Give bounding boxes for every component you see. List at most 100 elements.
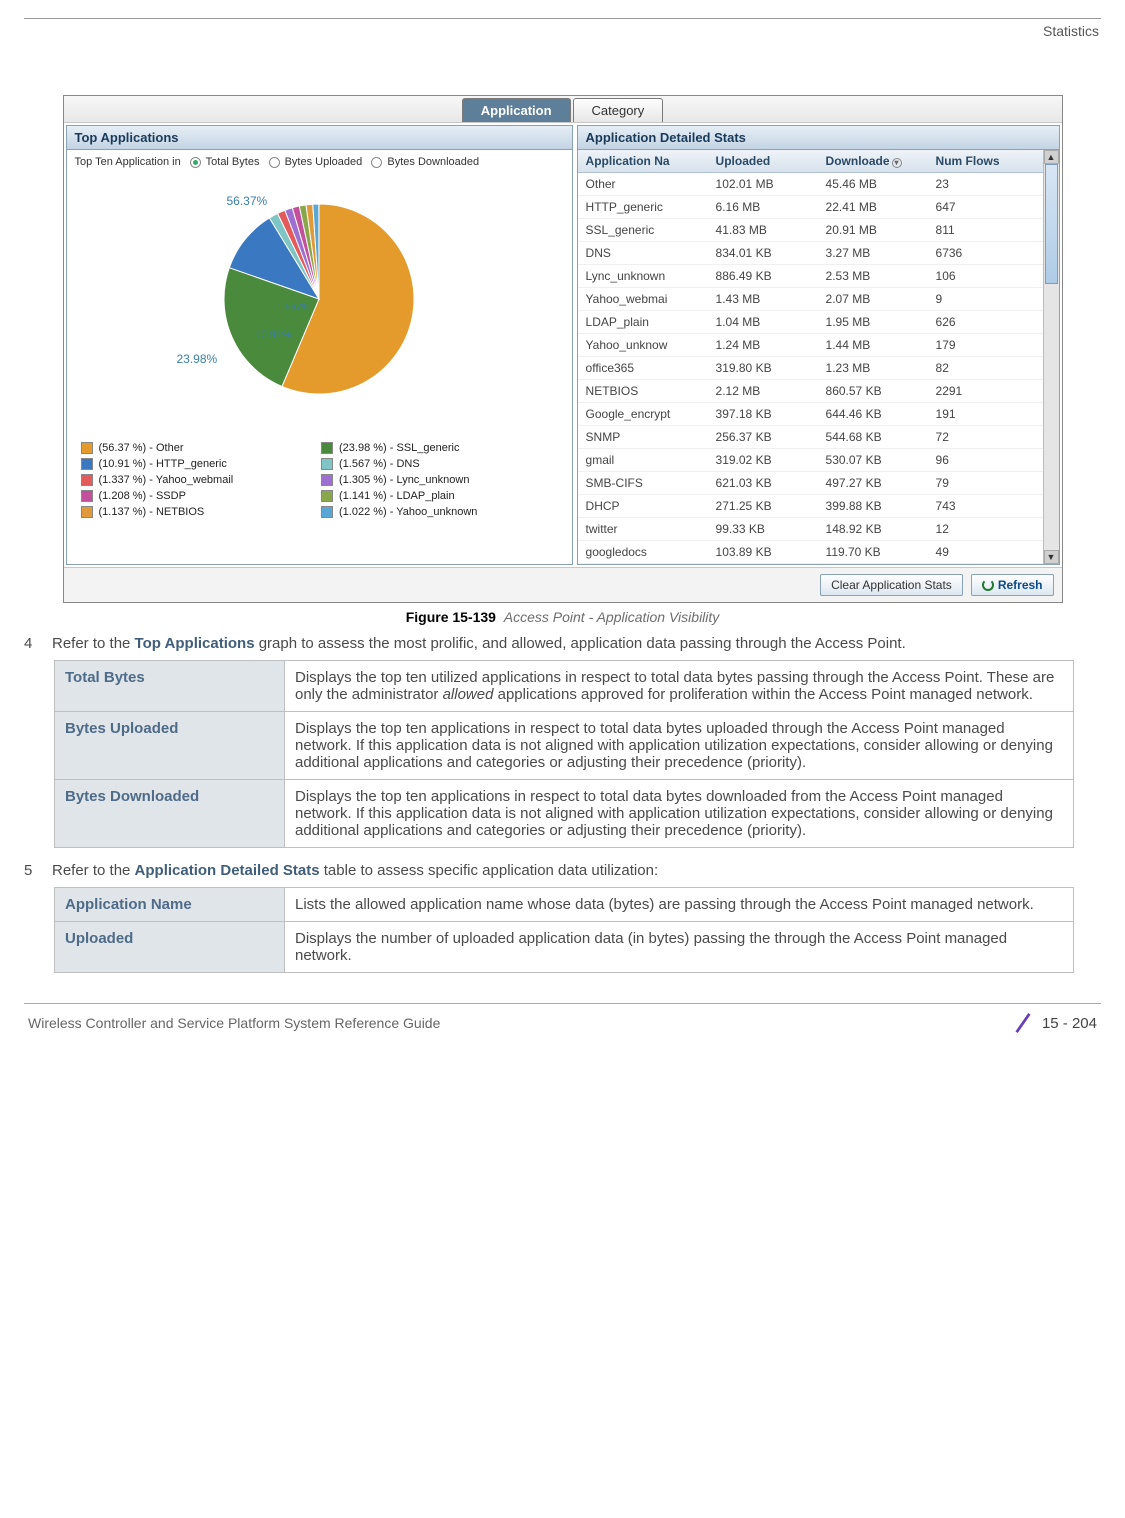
tab-application[interactable]: Application	[462, 98, 571, 122]
refresh-icon	[982, 579, 994, 591]
cell-downloaded: 1.23 MB	[818, 357, 928, 379]
cell-numflows: 79	[928, 472, 1028, 494]
legend-text: (1.208 %) - SSDP	[99, 490, 186, 502]
legend-item: (1.305 %) - Lync_unknown	[321, 472, 562, 488]
radio-row-label: Top Ten Application in	[75, 156, 181, 168]
doc-row-desc: Lists the allowed application name whose…	[285, 888, 1074, 922]
cell-app-name: Lync_unknown	[578, 265, 708, 287]
legend-text: (1.337 %) - Yahoo_webmail	[99, 474, 234, 486]
col-app-name[interactable]: Application Na	[578, 150, 708, 172]
radio-bytes-uploaded-label: Bytes Uploaded	[285, 156, 363, 168]
legend-swatch	[321, 474, 333, 486]
legend-text: (56.37 %) - Other	[99, 442, 184, 454]
cell-numflows: 96	[928, 449, 1028, 471]
cell-downloaded: 544.68 KB	[818, 426, 928, 448]
section-header: Statistics	[24, 19, 1101, 39]
doc-row-label: Application Name	[55, 888, 285, 922]
legend-text: (1.137 %) - NETBIOS	[99, 506, 205, 518]
table-row[interactable]: DNS834.01 KB3.27 MB6736	[578, 242, 1043, 265]
legend-text: (1.022 %) - Yahoo_unknown	[339, 506, 477, 518]
table-row[interactable]: HTTP_generic6.16 MB22.41 MB647	[578, 196, 1043, 219]
legend-swatch	[81, 458, 93, 470]
clear-stats-button[interactable]: Clear Application Stats	[820, 574, 963, 596]
table-row[interactable]: Other102.01 MB45.46 MB23	[578, 173, 1043, 196]
legend-item: (23.98 %) - SSL_generic	[321, 440, 562, 456]
cell-downloaded: 1.44 MB	[818, 334, 928, 356]
doc-table-row: Total BytesDisplays the top ten utilized…	[55, 661, 1074, 712]
table-row[interactable]: googledocs103.89 KB119.70 KB49	[578, 541, 1043, 564]
table-row[interactable]: SNMP256.37 KB544.68 KB72	[578, 426, 1043, 449]
cell-numflows: 6736	[928, 242, 1028, 264]
step-5-number: 5	[24, 862, 52, 879]
cell-app-name: SSL_generic	[578, 219, 708, 241]
cell-uploaded: 1.24 MB	[708, 334, 818, 356]
doc-table-row: Bytes DownloadedDisplays the top ten app…	[55, 780, 1074, 848]
doc-row-label: Total Bytes	[55, 661, 285, 712]
cell-downloaded: 860.57 KB	[818, 380, 928, 402]
radio-bytes-downloaded[interactable]	[371, 157, 382, 168]
table-row[interactable]: Google_encrypt397.18 KB644.46 KB191	[578, 403, 1043, 426]
table-row[interactable]: twitter99.33 KB148.92 KB12	[578, 518, 1043, 541]
page-footer: Wireless Controller and Service Platform…	[24, 1003, 1101, 1034]
app-visibility-screenshot: Application Category Top Applications To…	[63, 95, 1063, 603]
stats-table: Application Na Uploaded Downloade▾ Num F…	[578, 150, 1043, 564]
cell-app-name: Other	[578, 173, 708, 195]
table-row[interactable]: DHCP271.25 KB399.88 KB743	[578, 495, 1043, 518]
cell-numflows: 179	[928, 334, 1028, 356]
table-row[interactable]: office365319.80 KB1.23 MB82	[578, 357, 1043, 380]
cell-app-name: LDAP_plain	[578, 311, 708, 333]
cell-app-name: SMB-CIFS	[578, 472, 708, 494]
scroll-thumb[interactable]	[1045, 164, 1058, 284]
table-row[interactable]: Lync_unknown886.49 KB2.53 MB106	[578, 265, 1043, 288]
refresh-button[interactable]: Refresh	[971, 574, 1054, 596]
sort-icon[interactable]: ▾	[892, 158, 902, 168]
cell-numflows: 49	[928, 541, 1028, 563]
legend-item: (1.137 %) - NETBIOS	[81, 504, 322, 520]
cell-uploaded: 103.89 KB	[708, 541, 818, 563]
col-numflows[interactable]: Num Flows	[928, 150, 1028, 172]
table-row[interactable]: gmail319.02 KB530.07 KB96	[578, 449, 1043, 472]
cell-downloaded: 3.27 MB	[818, 242, 928, 264]
col-downloaded[interactable]: Downloade▾	[818, 150, 928, 172]
cell-app-name: DNS	[578, 242, 708, 264]
cell-numflows: 106	[928, 265, 1028, 287]
scroll-up-icon[interactable]: ▲	[1044, 150, 1059, 164]
scroll-down-icon[interactable]: ▼	[1044, 550, 1059, 564]
stats-header-row: Application Na Uploaded Downloade▾ Num F…	[578, 150, 1043, 173]
footer-slash-icon	[1012, 1012, 1034, 1034]
button-bar: Clear Application Stats Refresh	[64, 567, 1062, 602]
legend-text: (23.98 %) - SSL_generic	[339, 442, 459, 454]
cell-downloaded: 22.41 MB	[818, 196, 928, 218]
cell-downloaded: 497.27 KB	[818, 472, 928, 494]
table-row[interactable]: NETBIOS2.12 MB860.57 KB2291	[578, 380, 1043, 403]
cell-numflows: 2291	[928, 380, 1028, 402]
table-row[interactable]: SMB-CIFS621.03 KB497.27 KB79	[578, 472, 1043, 495]
doc-table-row: Bytes UploadedDisplays the top ten appli…	[55, 712, 1074, 780]
table-row[interactable]: Yahoo_unknow1.24 MB1.44 MB179	[578, 334, 1043, 357]
step-4-text: Refer to the Top Applications graph to a…	[52, 635, 906, 652]
figure-text: Access Point - Application Visibility	[504, 609, 720, 625]
legend-swatch	[81, 474, 93, 486]
figure-number: Figure 15-139	[406, 609, 496, 625]
detailed-stats-panel: Application Detailed Stats Application N…	[577, 125, 1060, 565]
cell-app-name: DHCP	[578, 495, 708, 517]
radio-bytes-uploaded[interactable]	[269, 157, 280, 168]
cell-uploaded: 102.01 MB	[708, 173, 818, 195]
cell-uploaded: 256.37 KB	[708, 426, 818, 448]
doc-row-desc: Displays the top ten applications in res…	[285, 712, 1074, 780]
cell-numflows: 811	[928, 219, 1028, 241]
cell-downloaded: 20.91 MB	[818, 219, 928, 241]
radio-total-bytes[interactable]	[190, 157, 201, 168]
col-uploaded[interactable]: Uploaded	[708, 150, 818, 172]
pie-label-big: 56.37%	[227, 194, 268, 208]
cell-downloaded: 530.07 KB	[818, 449, 928, 471]
step-4-number: 4	[24, 635, 52, 652]
table-row[interactable]: SSL_generic41.83 MB20.91 MB811	[578, 219, 1043, 242]
step-5-text: Refer to the Application Detailed Stats …	[52, 862, 658, 879]
table-row[interactable]: Yahoo_webmai1.43 MB2.07 MB9	[578, 288, 1043, 311]
tab-category[interactable]: Category	[573, 98, 664, 122]
cell-uploaded: 621.03 KB	[708, 472, 818, 494]
table-row[interactable]: LDAP_plain1.04 MB1.95 MB626	[578, 311, 1043, 334]
vertical-scrollbar[interactable]: ▲ ▼	[1043, 150, 1059, 564]
legend-text: (10.91 %) - HTTP_generic	[99, 458, 227, 470]
